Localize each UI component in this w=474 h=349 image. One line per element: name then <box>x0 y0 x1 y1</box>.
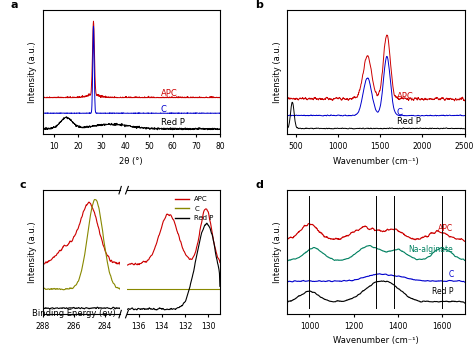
Text: Red P: Red P <box>397 117 421 126</box>
Text: C: C <box>397 108 403 117</box>
Text: Red P: Red P <box>432 287 454 296</box>
X-axis label: 2θ (°): 2θ (°) <box>119 157 143 165</box>
Y-axis label: Intensity (a.u.): Intensity (a.u.) <box>273 42 282 103</box>
Y-axis label: Intensity (a.u.): Intensity (a.u.) <box>28 42 37 103</box>
Text: C: C <box>161 105 167 114</box>
Text: APC: APC <box>438 224 454 233</box>
Text: APC: APC <box>397 92 414 101</box>
Text: c: c <box>19 180 26 190</box>
Text: APC: APC <box>161 89 178 98</box>
Text: Red P: Red P <box>161 118 185 127</box>
Text: d: d <box>255 180 263 190</box>
X-axis label: Wavenumber (cm⁻¹): Wavenumber (cm⁻¹) <box>333 157 419 165</box>
Y-axis label: Intensity (a.u.): Intensity (a.u.) <box>28 221 37 283</box>
X-axis label: Wavenumber (cm⁻¹): Wavenumber (cm⁻¹) <box>333 336 419 345</box>
Text: b: b <box>255 0 263 10</box>
Y-axis label: Intensity (a.u.): Intensity (a.u.) <box>273 221 282 283</box>
Text: Na-alginate: Na-alginate <box>409 245 454 254</box>
Text: Binding Energy (ev): Binding Energy (ev) <box>32 309 115 318</box>
Text: C: C <box>448 270 454 280</box>
Legend: APC, C, Red P: APC, C, Red P <box>172 194 217 224</box>
Text: a: a <box>11 0 18 10</box>
